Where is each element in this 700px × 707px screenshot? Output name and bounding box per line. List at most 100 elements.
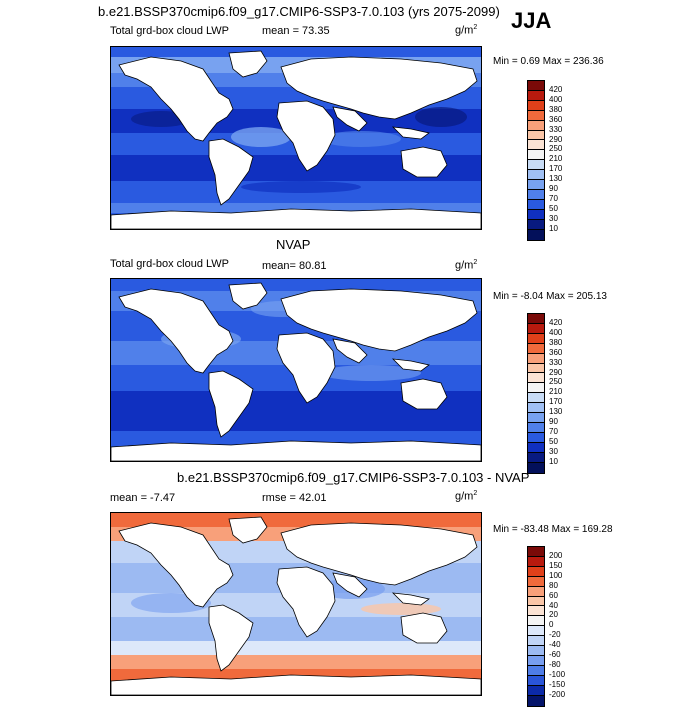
colorbar-swatch <box>528 566 544 577</box>
colorbar-tick-label: 20 <box>549 610 558 620</box>
colorbar-tick-label: 0 <box>549 620 554 630</box>
continent-outline <box>391 358 430 372</box>
panel-left-label: Total grd-box cloud LWP <box>110 25 230 37</box>
field-feature <box>361 603 441 615</box>
colorbar-swatch <box>528 180 544 190</box>
units-sup: 2 <box>473 24 478 31</box>
colorbar-swatch <box>528 100 544 111</box>
field-feature <box>415 107 467 127</box>
colorbar-tick-label: 90 <box>549 184 558 194</box>
colorbar-swatch <box>528 432 544 443</box>
colorbar-tick-label: 90 <box>549 417 558 427</box>
colorbar-tick-label: 170 <box>549 164 563 174</box>
colorbar-tick-label: 100 <box>549 570 563 580</box>
continent-outline <box>280 522 478 586</box>
colorbar-tick-label: 400 <box>549 94 563 104</box>
panel-units: g/m2 <box>455 490 477 503</box>
map-obs <box>110 278 482 462</box>
continent-outline <box>208 604 254 672</box>
panel-title: NVAP <box>276 237 311 252</box>
panel-units: g/m2 <box>455 24 477 37</box>
colorbar-tick-label: 210 <box>549 387 563 397</box>
colorbar-model <box>527 80 545 241</box>
units-sup: 2 <box>473 259 478 266</box>
colorbar-tick-label: 150 <box>549 560 563 570</box>
panel-rmse: rmse = 42.01 <box>262 492 327 504</box>
colorbar-tick-label: 420 <box>549 317 563 327</box>
colorbar-swatch <box>528 675 544 686</box>
colorbar-swatch <box>528 636 544 647</box>
colorbar-tick-label: 130 <box>549 174 563 184</box>
colorbar-swatch <box>528 665 544 676</box>
colorbar-swatch <box>528 626 544 637</box>
panel-mean: mean= 80.81 <box>262 260 327 272</box>
colorbar-tick-label: -60 <box>549 650 561 660</box>
field-feature <box>321 131 401 147</box>
colorbar-swatch <box>528 314 544 324</box>
colorbar-tick-label: 130 <box>549 407 563 417</box>
continent-outline <box>391 126 430 140</box>
colorbar-tick-label: 10 <box>549 456 558 466</box>
colorbar-tick-label: 200 <box>549 550 563 560</box>
continent-outline <box>400 612 448 644</box>
colorbar-swatch <box>528 229 544 240</box>
colorbar-tick-label: 70 <box>549 194 558 204</box>
colorbar-tick-label: 400 <box>549 327 563 337</box>
colorbar-swatch <box>528 110 544 121</box>
colorbar-tick-label: 80 <box>549 580 558 590</box>
colorbar-swatch <box>528 343 544 354</box>
season-label: JJA <box>511 8 552 33</box>
panel-left-label: mean = -7.47 <box>110 492 176 504</box>
continent-outline <box>280 56 478 120</box>
colorbar-swatch <box>528 655 544 666</box>
map-model <box>110 46 482 230</box>
panel-title: b.e21.BSSP370cmip6.f09_g17.CMIP6-SSP3-7.… <box>177 470 530 485</box>
colorbar-swatch <box>528 556 544 567</box>
colorbar-swatch <box>528 120 544 131</box>
colorbar-swatch <box>528 462 544 473</box>
colorbar-swatch <box>528 219 544 230</box>
colorbar-swatch <box>528 442 544 453</box>
continent-outline <box>228 516 268 544</box>
colorbar-tick-label: -100 <box>549 669 566 679</box>
colorbar-tick-label: 50 <box>549 203 558 213</box>
colorbar-swatch <box>528 646 544 656</box>
panel-minmax: Min = -8.04 Max = 205.13 <box>493 291 607 302</box>
colorbar-tick-label: 50 <box>549 436 558 446</box>
colorbar-swatch <box>528 209 544 220</box>
colorbar-swatch <box>528 150 544 161</box>
colorbar-swatch <box>528 695 544 706</box>
continent-outline <box>276 566 336 638</box>
colorbar-swatch <box>528 363 544 374</box>
colorbar-tick-label: 250 <box>549 377 563 387</box>
colorbar-tick-label: -80 <box>549 660 561 670</box>
panel-minmax: Min = 0.69 Max = 236.36 <box>493 56 604 67</box>
colorbar-swatch <box>528 81 544 91</box>
continent-outline <box>228 50 268 78</box>
units-sup: 2 <box>473 490 478 497</box>
field-feature <box>241 181 361 193</box>
continent-outline <box>111 440 481 461</box>
colorbar-swatch <box>528 547 544 557</box>
colorbar-tick-label: 250 <box>549 144 563 154</box>
colorbar-swatch <box>528 130 544 141</box>
colorbar-tick-label: 330 <box>549 357 563 367</box>
colorbar-tick-label: -20 <box>549 630 561 640</box>
colorbar-tick-label: 210 <box>549 154 563 164</box>
colorbar-tick-label: 290 <box>549 367 563 377</box>
continent-outline <box>208 370 254 438</box>
colorbar-tick-label: 380 <box>549 337 563 347</box>
colorbar-tick-label: 10 <box>549 223 558 233</box>
colorbar-swatch <box>528 333 544 344</box>
colorbar-swatch <box>528 452 544 463</box>
units-text: g/m <box>455 490 474 503</box>
field-band <box>111 641 481 655</box>
continent-outline <box>276 332 336 404</box>
field-band <box>111 655 481 669</box>
colorbar-swatch <box>528 685 544 696</box>
colorbar-tick-label: 360 <box>549 114 563 124</box>
colorbar-swatch <box>528 90 544 101</box>
field-band <box>111 203 481 213</box>
colorbar-tick-label: 360 <box>549 347 563 357</box>
colorbar-swatch <box>528 422 544 433</box>
